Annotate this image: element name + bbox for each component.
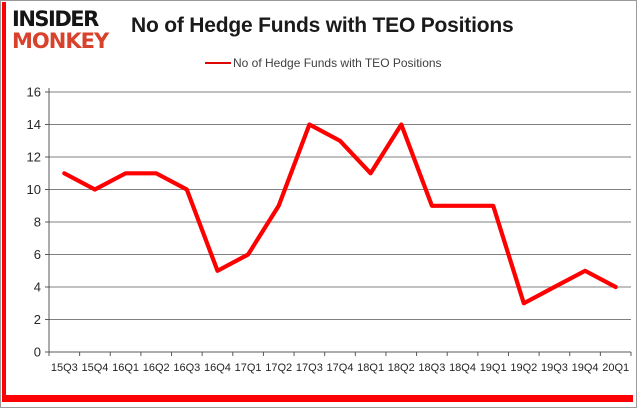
y-axis-label: 16 — [27, 85, 41, 100]
insider-monkey-logo: INSIDER MONKEY — [12, 7, 109, 53]
y-axis-label: 10 — [27, 182, 41, 197]
x-axis-label: 16Q2 — [143, 362, 170, 374]
bottom-accent-bar — [2, 395, 633, 402]
legend-label: No of Hedge Funds with TEO Positions — [233, 55, 442, 70]
y-axis-label: 14 — [27, 117, 41, 132]
x-axis-label: 17Q1 — [235, 362, 262, 374]
x-axis-label: 18Q4 — [449, 362, 476, 374]
x-axis-label: 16Q4 — [204, 362, 231, 374]
y-axis-label: 2 — [34, 312, 41, 327]
x-axis-label: 19Q1 — [480, 362, 507, 374]
x-axis-label: 17Q2 — [265, 362, 292, 374]
x-axis-label: 20Q1 — [602, 362, 629, 374]
x-axis-label: 18Q1 — [357, 362, 384, 374]
y-axis-label: 0 — [34, 345, 41, 360]
legend-line-swatch — [205, 61, 231, 64]
logo-text-insider: INSIDER — [12, 7, 99, 31]
x-axis-label: 15Q3 — [51, 362, 78, 374]
logo-text-monkey: MONKEY — [12, 29, 109, 53]
y-axis-label: 4 — [34, 280, 41, 295]
y-axis-label: 6 — [34, 247, 41, 262]
x-axis-label: 17Q4 — [327, 362, 354, 374]
left-accent-bar — [2, 2, 6, 402]
x-axis-label: 19Q3 — [541, 362, 568, 374]
x-axis-label: 18Q3 — [418, 362, 445, 374]
chart-title: No of Hedge Funds with TEO Positions — [131, 14, 514, 37]
y-axis-label: 8 — [34, 215, 41, 230]
legend: No of Hedge Funds with TEO Positions — [205, 55, 442, 70]
x-axis-label: 17Q3 — [296, 362, 323, 374]
x-axis-label: 15Q4 — [81, 362, 108, 374]
x-axis-label: 16Q3 — [173, 362, 200, 374]
data-series-line — [62, 122, 618, 306]
x-axis-label: 19Q4 — [572, 362, 599, 374]
x-axis-label: 18Q2 — [388, 362, 415, 374]
x-axis-label: 19Q2 — [510, 362, 537, 374]
y-axis-label: 12 — [27, 150, 41, 165]
x-axis-label: 16Q1 — [112, 362, 139, 374]
